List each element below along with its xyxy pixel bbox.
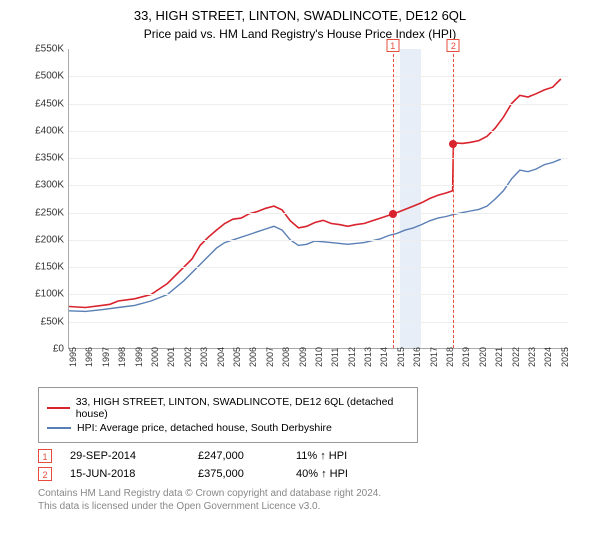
- sale-dot: [449, 140, 457, 148]
- x-tick-label: 2021: [494, 347, 504, 367]
- event-row: 2 15-JUN-2018 £375,000 40% ↑ HPI: [38, 467, 590, 481]
- x-tick-label: 2020: [478, 347, 488, 367]
- gridline: [69, 104, 568, 105]
- gridline: [69, 294, 568, 295]
- y-tick-label: £400K: [35, 125, 64, 136]
- x-tick-label: 1997: [101, 347, 111, 367]
- legend-swatch: [47, 407, 70, 409]
- x-tick-label: 2006: [248, 347, 258, 367]
- x-tick-label: 2017: [429, 347, 439, 367]
- legend-label: 33, HIGH STREET, LINTON, SWADLINCOTE, DE…: [76, 396, 409, 420]
- event-row: 1 29-SEP-2014 £247,000 11% ↑ HPI: [38, 449, 590, 463]
- event-marker-box: 1: [38, 449, 52, 463]
- x-tick-label: 1998: [117, 347, 127, 367]
- x-tick-label: 2005: [232, 347, 242, 367]
- x-tick-label: 2019: [461, 347, 471, 367]
- y-tick-label: £550K: [35, 44, 64, 55]
- gridline: [69, 158, 568, 159]
- y-axis: £0£50K£100K£150K£200K£250K£300K£350K£400…: [20, 49, 68, 349]
- gridline: [69, 76, 568, 77]
- chart-subtitle: Price paid vs. HM Land Registry's House …: [10, 27, 590, 41]
- legend-label: HPI: Average price, detached house, Sout…: [77, 422, 332, 434]
- x-tick-label: 2012: [347, 347, 357, 367]
- x-tick-label: 1999: [134, 347, 144, 367]
- x-tick-label: 2000: [150, 347, 160, 367]
- x-tick-label: 2002: [183, 347, 193, 367]
- event-price: £247,000: [198, 450, 278, 462]
- x-tick-label: 2025: [560, 347, 570, 367]
- x-tick-label: 2023: [527, 347, 537, 367]
- event-line: [393, 49, 394, 348]
- x-tick-label: 1995: [68, 347, 78, 367]
- x-axis: 1995199619971998199920002001200220032004…: [68, 351, 568, 379]
- footer-line-1: Contains HM Land Registry data © Crown c…: [38, 487, 590, 500]
- x-tick-label: 2016: [412, 347, 422, 367]
- x-tick-label: 2009: [298, 347, 308, 367]
- y-tick-label: £50K: [41, 316, 64, 327]
- x-tick-label: 2001: [166, 347, 176, 367]
- gridline: [69, 322, 568, 323]
- y-tick-label: £0: [53, 344, 64, 355]
- series-line: [69, 79, 561, 308]
- legend-item: 33, HIGH STREET, LINTON, SWADLINCOTE, DE…: [47, 396, 409, 420]
- x-tick-label: 2011: [330, 348, 340, 367]
- y-tick-label: £150K: [35, 262, 64, 273]
- x-tick-label: 2007: [265, 347, 275, 367]
- event-date: 15-JUN-2018: [70, 468, 180, 480]
- y-tick-label: £200K: [35, 234, 64, 245]
- gridline: [69, 240, 568, 241]
- event-line: [453, 49, 454, 348]
- y-tick-label: £350K: [35, 153, 64, 164]
- legend-item: HPI: Average price, detached house, Sout…: [47, 422, 409, 434]
- x-tick-label: 2008: [281, 347, 291, 367]
- event-hpi-delta: 40% ↑ HPI: [296, 468, 348, 480]
- legend-swatch: [47, 427, 71, 429]
- x-tick-label: 2022: [511, 347, 521, 367]
- x-tick-label: 2010: [314, 347, 324, 367]
- event-marker: 1: [386, 39, 399, 52]
- series-line: [69, 159, 561, 311]
- y-tick-label: £500K: [35, 71, 64, 82]
- x-tick-label: 2014: [379, 347, 389, 367]
- x-tick-label: 2024: [543, 347, 553, 367]
- x-tick-label: 2003: [199, 347, 209, 367]
- chart-title: 33, HIGH STREET, LINTON, SWADLINCOTE, DE…: [10, 8, 590, 23]
- event-marker-box: 2: [38, 467, 52, 481]
- event-hpi-delta: 11% ↑ HPI: [296, 450, 347, 462]
- footer-attribution: Contains HM Land Registry data © Crown c…: [38, 487, 590, 513]
- plot-area: 12: [68, 49, 568, 349]
- y-tick-label: £300K: [35, 180, 64, 191]
- sale-dot: [389, 210, 397, 218]
- sale-events: 1 29-SEP-2014 £247,000 11% ↑ HPI 2 15-JUN-201…: [38, 449, 590, 481]
- y-tick-label: £100K: [35, 289, 64, 300]
- gridline: [69, 213, 568, 214]
- gridline: [69, 185, 568, 186]
- legend: 33, HIGH STREET, LINTON, SWADLINCOTE, DE…: [38, 387, 418, 443]
- y-tick-label: £450K: [35, 98, 64, 109]
- line-series-svg: [69, 49, 569, 349]
- x-tick-label: 1996: [84, 347, 94, 367]
- gridline: [69, 267, 568, 268]
- x-tick-label: 2004: [216, 347, 226, 367]
- x-tick-label: 2013: [363, 347, 373, 367]
- y-tick-label: £250K: [35, 207, 64, 218]
- gridline: [69, 131, 568, 132]
- event-date: 29-SEP-2014: [70, 450, 180, 462]
- footer-line-2: This data is licensed under the Open Gov…: [38, 500, 590, 513]
- x-tick-label: 2018: [445, 347, 455, 367]
- event-marker: 2: [447, 39, 460, 52]
- x-tick-label: 2015: [396, 347, 406, 367]
- chart-area: £0 £50K £100K £150K £200K £250K £300K £350K £400…: [20, 49, 580, 379]
- event-price: £375,000: [198, 468, 278, 480]
